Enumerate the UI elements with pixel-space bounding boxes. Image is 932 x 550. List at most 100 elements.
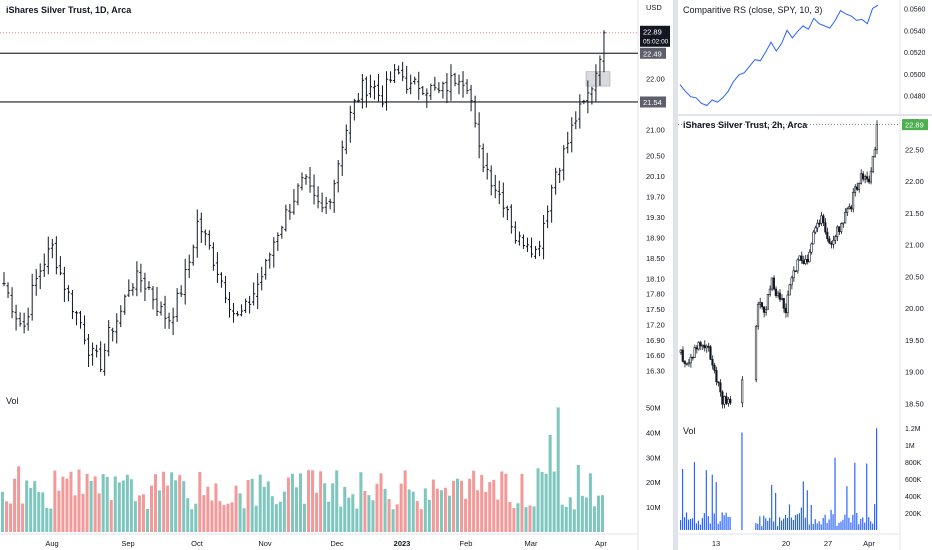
intraday-candle-body <box>758 302 762 305</box>
volume-bar <box>592 506 596 532</box>
price-tick-label: 20.50 <box>646 151 665 160</box>
intraday-volume-bar <box>719 521 721 530</box>
volume-bar <box>101 474 105 532</box>
rs-tick-label: 0.0500 <box>904 72 926 79</box>
time-tick-label: Apr <box>595 539 607 548</box>
intraday-candle-body <box>794 270 797 273</box>
volume-bar <box>536 468 540 532</box>
intraday-volume-bar <box>826 523 828 530</box>
volume-bar <box>407 489 411 532</box>
intraday-volume-bar <box>703 513 705 530</box>
volume-bar <box>141 494 145 532</box>
volume-bar <box>254 505 258 532</box>
intraday-volume-bar <box>804 517 806 530</box>
intraday-volume-bar <box>755 523 757 530</box>
volume-bar <box>190 509 194 532</box>
pane-separator-vertical[interactable] <box>673 0 678 550</box>
volume-bar <box>202 495 206 532</box>
daily-chart-pane[interactable]: 16.30 16.60 16.90 17.20 17.50 17.80 18.10 18.50… <box>0 0 672 550</box>
intraday-volume-title: Vol <box>683 426 696 436</box>
volume-bar <box>403 470 407 532</box>
time-tick-label: Nov <box>258 539 272 548</box>
volume-bar <box>512 508 516 532</box>
intraday-candle-body <box>756 303 760 327</box>
rs-line <box>679 4 879 107</box>
intraday-candle-body <box>727 398 730 404</box>
rs-chart-pane[interactable]: 0.0480 0.0500 0.0520 0.0540 0.0560 Compariti… <box>678 0 932 114</box>
intraday-volume-bar <box>832 514 834 530</box>
intraday-volume-bar <box>874 504 876 530</box>
volume-bar <box>468 478 472 532</box>
intraday-volume-bar <box>723 515 725 530</box>
time-tick-label: Aug <box>45 539 58 548</box>
intraday-time-tick-label: Apr <box>863 539 875 548</box>
volume-bar <box>154 474 158 532</box>
volume-bar <box>323 483 327 532</box>
intraday-volume-bar <box>802 481 804 530</box>
currency-label: USD <box>646 3 662 12</box>
volume-bar <box>262 486 266 532</box>
volume-bar <box>480 474 484 532</box>
volume-bar <box>500 471 504 532</box>
intraday-candle-body <box>855 186 859 190</box>
volume-bar <box>435 488 439 532</box>
intraday-candle-body <box>830 242 833 245</box>
volume-bar <box>451 481 456 532</box>
intraday-candle-body <box>806 258 809 263</box>
daily-chart-title: iShares Silver Trust, 1D, Arca <box>6 5 132 15</box>
volume-tick-label: 30M <box>646 453 661 462</box>
intraday-candle-body <box>685 362 688 365</box>
volume-bar <box>214 483 218 532</box>
volume-bar <box>496 499 500 532</box>
intraday-volume-bar <box>814 519 816 530</box>
price-tick-label: 17.50 <box>646 305 665 314</box>
volume-bar <box>178 475 182 532</box>
intraday-candle-body <box>814 227 817 233</box>
intraday-volume-tick-label: 600K <box>905 477 922 484</box>
volume-bar <box>13 478 17 532</box>
intraday-volume-bar <box>844 514 846 530</box>
intraday-candle-body <box>863 176 867 180</box>
intraday-volume-bar <box>828 519 830 530</box>
intraday-candle-body <box>729 398 732 404</box>
intraday-chart-pane[interactable]: 18.50 19.00 19.50 20.00 20.50 21.00 21.50 22.00… <box>678 116 932 550</box>
volume-bar <box>113 476 117 532</box>
intraday-time-tick-label: 13 <box>712 539 720 548</box>
volume-bar <box>355 508 359 532</box>
level-label-bg <box>640 47 666 59</box>
intraday-volume-bar <box>715 482 717 530</box>
intraday-candle-body <box>691 356 694 359</box>
intraday-volume-bar <box>725 512 727 530</box>
intraday-candle-body <box>861 173 865 180</box>
intraday-chart-canvas[interactable]: 18.50 19.00 19.50 20.00 20.50 21.00 21.50 22.00… <box>678 116 932 550</box>
volume-bar <box>544 473 548 532</box>
intraday-volume-bar <box>790 517 793 530</box>
volume-bar <box>218 501 222 532</box>
volume-bar <box>242 508 246 532</box>
volume-bar <box>371 500 375 532</box>
daily-chart-canvas[interactable]: 16.30 16.60 16.90 17.20 17.50 17.80 18.10 18.50… <box>0 0 672 550</box>
intraday-candle-body <box>721 391 724 405</box>
intraday-volume-tick-label: 1.2M <box>905 426 921 433</box>
price-tick-label: 22.00 <box>646 74 665 83</box>
volume-bar <box>447 495 451 532</box>
intraday-tick-label: 22.50 <box>905 145 924 154</box>
intraday-volume-bar <box>695 523 698 530</box>
price-tick-label: 17.20 <box>646 320 665 329</box>
pane-separator-horizontal[interactable] <box>678 114 932 116</box>
volume-bar <box>580 495 584 532</box>
intraday-volume-bar <box>864 522 866 530</box>
intraday-volume-bar <box>683 517 686 530</box>
intraday-volume-bar <box>862 517 864 530</box>
intraday-candle-body <box>810 243 813 253</box>
intraday-candle-body <box>800 255 803 261</box>
intraday-volume-bar <box>705 470 707 530</box>
volume-bar <box>572 509 576 532</box>
volume-bar <box>399 483 403 532</box>
intraday-volume-bar <box>866 463 868 530</box>
volume-bar <box>206 486 210 532</box>
intraday-volume-bar <box>769 517 771 530</box>
intraday-candle-body <box>802 260 805 264</box>
price-tick-label: 18.10 <box>646 274 665 283</box>
rs-chart-canvas[interactable]: 0.0480 0.0500 0.0520 0.0540 0.0560 <box>678 0 932 114</box>
